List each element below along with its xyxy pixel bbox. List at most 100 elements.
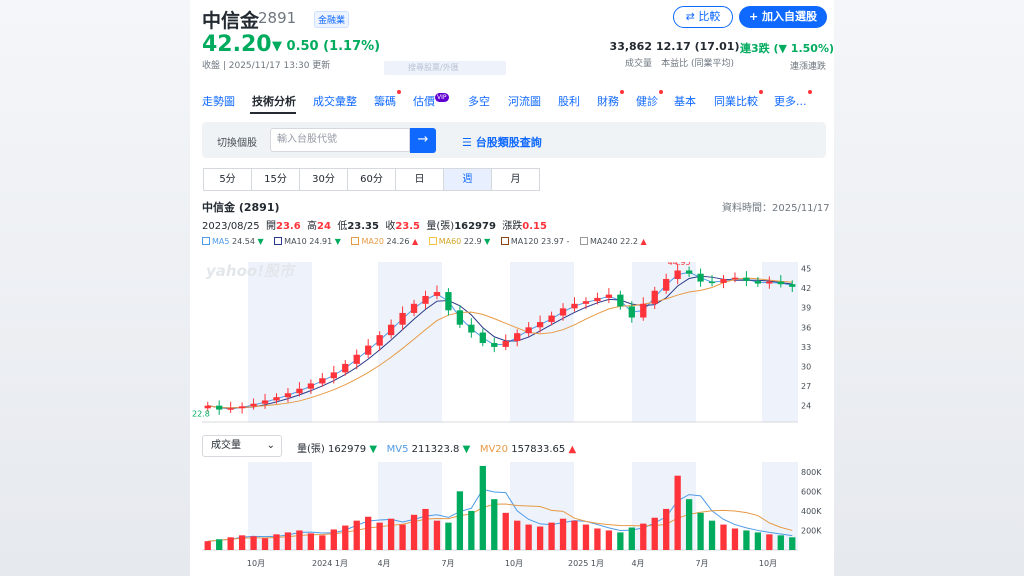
volume-bar <box>273 534 280 550</box>
ma-legend: MA5 24.54 ▼ MA10 24.91 ▼ MA20 24.26 ▲ MA… <box>202 237 655 246</box>
volume-bar <box>319 535 326 550</box>
y-tick-label: 27 <box>801 382 811 391</box>
volume-bar <box>399 524 406 550</box>
ma120-toggle[interactable]: MA120 23.97 - <box>500 237 569 246</box>
stat-volume: 33,862 成交量 <box>594 40 652 69</box>
candle <box>536 322 544 328</box>
indicator-select[interactable]: 成交量 ⌄ <box>202 435 282 457</box>
volume-bar <box>514 520 521 550</box>
candle <box>468 324 475 333</box>
y-tick-label: 600K <box>801 487 822 496</box>
add-watchlist-button[interactable]: + 加入自選股 <box>739 6 827 28</box>
volume-bar <box>330 529 337 550</box>
volume-legend: 量(張) 162979 ▼ MV5 211323.8 ▼ MV20 157833… <box>297 444 577 455</box>
x-tick-label: 7月 <box>441 559 454 568</box>
ma20-toggle[interactable]: MA20 24.26 ▲ <box>351 237 418 246</box>
volume-ma-line <box>207 488 793 542</box>
tab-technical[interactable]: 技術分析 <box>252 95 296 108</box>
active-tab-indicator <box>250 112 296 114</box>
period-60min[interactable]: 60分 <box>347 168 396 191</box>
period-day[interactable]: 日 <box>395 168 444 191</box>
period-week[interactable]: 週 <box>443 168 492 191</box>
period-30min[interactable]: 30分 <box>299 168 348 191</box>
volume-bar <box>559 518 567 550</box>
candle <box>640 303 647 318</box>
volume-bar <box>720 524 727 550</box>
moving-average-line <box>207 275 793 409</box>
period-band <box>248 262 312 422</box>
candle <box>284 393 292 398</box>
ma5-toggle[interactable]: MA5 24.54 ▼ <box>202 237 264 246</box>
period-month[interactable]: 月 <box>491 168 540 191</box>
candle <box>502 341 509 347</box>
tab-trend[interactable]: 走勢圖 <box>202 95 235 108</box>
volume-bar <box>789 537 796 550</box>
right-background <box>834 0 1024 576</box>
tab-basic[interactable]: 基本 <box>674 95 696 108</box>
candle <box>456 310 464 325</box>
volume-bar <box>342 525 349 550</box>
tab-chips[interactable]: 籌碼 <box>374 90 401 109</box>
tab-bullbear[interactable]: 多空 <box>468 95 490 108</box>
volume-bar <box>261 538 269 550</box>
volume-bar <box>238 535 246 550</box>
candle <box>387 324 395 336</box>
tab-peers[interactable]: 同業比較 <box>714 90 763 109</box>
category-search-link[interactable]: ☰ 台股類股查詢 <box>462 136 542 149</box>
volume-bar <box>387 518 395 550</box>
volume-bar <box>525 524 532 550</box>
volume-bar <box>365 516 372 550</box>
go-button[interactable]: → <box>410 128 436 153</box>
compare-button[interactable]: ⇄ 比較 <box>673 6 733 28</box>
tab-river[interactable]: 河流圖 <box>508 95 541 108</box>
y-tick-label: 24 <box>801 402 811 411</box>
candle <box>731 277 739 280</box>
notification-dot <box>397 90 401 94</box>
x-tick-label: 10月 <box>247 559 265 568</box>
x-tick-label: 4月 <box>631 559 644 568</box>
volume-bar <box>651 517 658 550</box>
x-tick-label: 4月 <box>377 559 390 568</box>
volume-bar <box>640 523 647 550</box>
volume-chart[interactable]: 800K 600K 400K 200K 10月 2024 1月 4月 7月 10月 2025 1… <box>190 462 834 576</box>
stock-code-input[interactable]: 輸入台股代號 <box>270 128 410 152</box>
candle <box>433 292 441 296</box>
moving-average-line <box>207 271 793 410</box>
period-15min[interactable]: 15分 <box>251 168 300 191</box>
yahoo-watermark: yahoo!股市 <box>206 262 297 280</box>
x-tick-label: 2024 1月 <box>312 559 348 568</box>
candle <box>227 408 234 410</box>
tab-trades[interactable]: 成交彙整 <box>313 95 357 108</box>
period-band <box>510 262 574 422</box>
volume-bar <box>536 526 544 550</box>
sector-badge[interactable]: 金融業 <box>314 11 350 28</box>
volume-bar <box>468 510 475 550</box>
tab-financial[interactable]: 財務 <box>597 90 624 109</box>
tab-dividend[interactable]: 股利 <box>558 95 580 108</box>
price-chart[interactable]: yahoo!股市 45 42 39 36 33 30 27 24 44.95 22.8 <box>190 262 834 432</box>
tab-health[interactable]: 健診 <box>636 90 663 109</box>
market-status: 收盤 | 2025/11/17 13:30 更新 <box>202 61 331 71</box>
candle <box>651 290 658 304</box>
candle <box>330 372 337 379</box>
candle <box>296 388 303 394</box>
tab-more[interactable]: 更多... <box>774 90 812 109</box>
tab-valuation[interactable]: 估價 VIP <box>413 93 449 108</box>
ma60-toggle[interactable]: MA60 22.9 ▼ <box>428 237 490 246</box>
candle <box>789 284 796 287</box>
ma240-toggle[interactable]: MA240 22.2 ▲ <box>579 237 647 246</box>
stat-pe-label: 本益比 (同業平均) <box>661 59 734 69</box>
volume-bar <box>376 522 383 550</box>
data-time: 資料時間：2025/11/17 <box>722 203 830 214</box>
volume-bar <box>502 512 509 550</box>
volume-bar <box>617 532 624 550</box>
volume-bar <box>663 508 670 550</box>
ohlc-date: 2023/08/25 <box>202 221 260 232</box>
candle <box>376 335 383 346</box>
ma10-toggle[interactable]: MA10 24.91 ▼ <box>274 237 341 246</box>
volume-bar <box>594 528 601 550</box>
price-change: ▼ 0.50 (1.17%) <box>272 39 381 54</box>
period-5min[interactable]: 5分 <box>203 168 252 191</box>
stat-streak-label: 連漲連跌 <box>789 62 826 72</box>
notification-dot <box>759 90 763 94</box>
